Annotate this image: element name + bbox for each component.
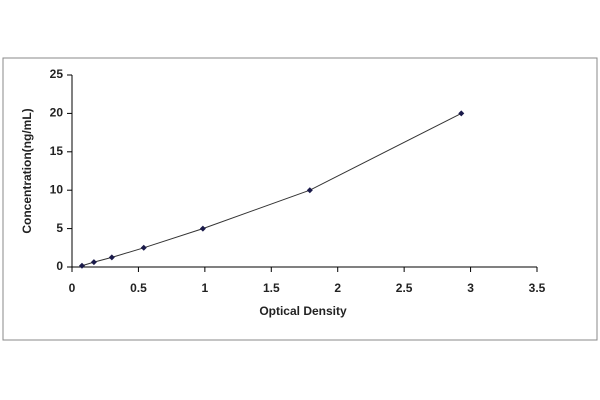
y-tick-label: 5 xyxy=(56,221,63,235)
x-tick-label: 2 xyxy=(334,281,341,295)
data-point xyxy=(458,110,465,117)
data-point xyxy=(140,244,147,251)
data-point xyxy=(90,259,97,266)
data-point xyxy=(108,254,115,261)
x-tick-label: 0 xyxy=(69,281,76,295)
x-axis-label: Optical Density xyxy=(259,304,347,318)
data-point xyxy=(78,262,85,269)
x-tick-label: 1 xyxy=(202,281,209,295)
y-tick-label: 0 xyxy=(56,259,63,273)
x-tick-label: 3 xyxy=(467,281,474,295)
y-axis-label: Concentration(ng/mL) xyxy=(20,108,34,233)
y-tick-label: 25 xyxy=(50,67,64,81)
y-tick-label: 20 xyxy=(50,106,64,120)
x-tick-label: 0.5 xyxy=(130,281,147,295)
data-point xyxy=(199,225,206,232)
y-tick-label: 15 xyxy=(50,144,64,158)
x-tick-label: 2.5 xyxy=(396,281,413,295)
x-tick-label: 3.5 xyxy=(529,281,546,295)
x-tick-label: 1.5 xyxy=(263,281,280,295)
chart-frame xyxy=(2,57,598,341)
y-tick-label: 10 xyxy=(50,182,64,196)
data-point xyxy=(306,187,313,194)
